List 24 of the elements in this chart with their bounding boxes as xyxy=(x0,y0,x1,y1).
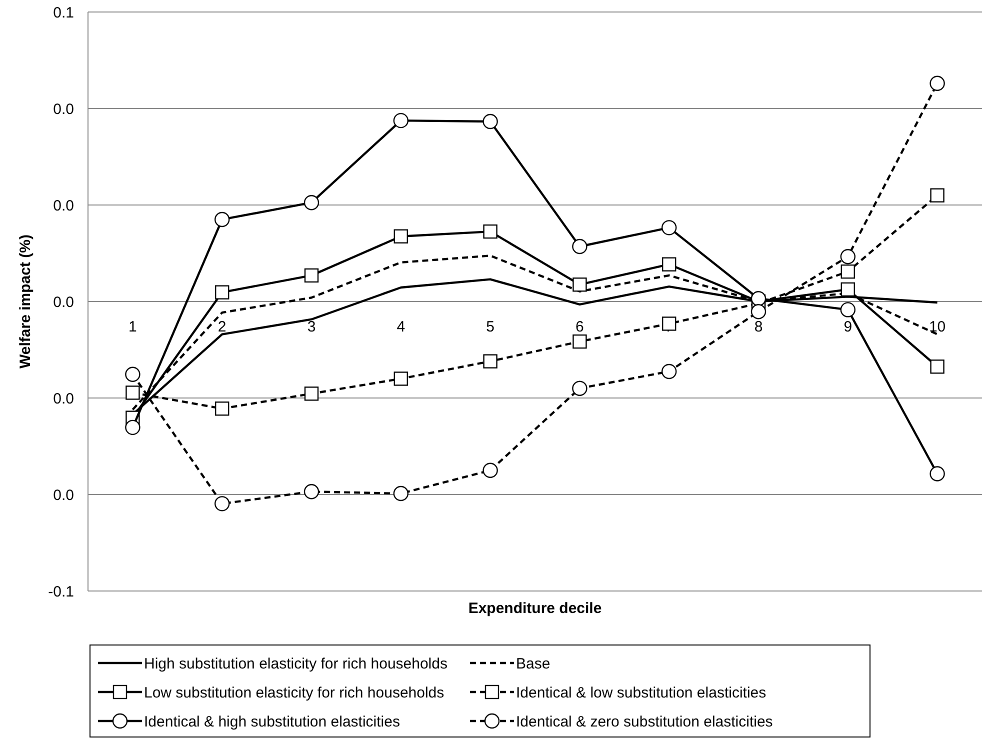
legend-label: Low substitution elasticity for rich households xyxy=(144,684,444,702)
x-tick-label: 2 xyxy=(218,318,226,336)
x-tick-label: 10 xyxy=(928,318,946,336)
x-tick-label: 6 xyxy=(576,318,584,336)
x-tick-label: 8 xyxy=(754,318,763,336)
x-tick-label: 1 xyxy=(128,318,137,336)
legend-label: Base xyxy=(516,655,550,672)
y-tick-label: 0.0 xyxy=(53,486,74,504)
x-axis-title: Expenditure decile xyxy=(468,600,602,617)
x-tick-label: 3 xyxy=(307,318,316,336)
y-tick-label: -0.1 xyxy=(48,583,74,600)
legend-label: Identical & low substitution elasticities xyxy=(516,684,766,702)
x-tick-label: 5 xyxy=(486,318,494,336)
legend-label: High substitution elasticity for rich households xyxy=(144,655,448,672)
x-tick-label: 9 xyxy=(844,318,852,336)
y-axis-title: Welfare impact (%) xyxy=(17,234,34,368)
x-tick-label: 4 xyxy=(396,318,406,336)
y-tick-label: 0.1 xyxy=(53,4,74,22)
legend-label: Identical & high substitution elasticities xyxy=(144,713,400,730)
y-tick-label: 0.0 xyxy=(53,100,74,118)
y-tick-label: 0.0 xyxy=(53,294,74,311)
y-tick-label: 0.0 xyxy=(53,197,74,214)
y-tick-label: 0.0 xyxy=(53,390,74,408)
legend-label: Identical & zero substitution elasticities xyxy=(516,713,773,730)
